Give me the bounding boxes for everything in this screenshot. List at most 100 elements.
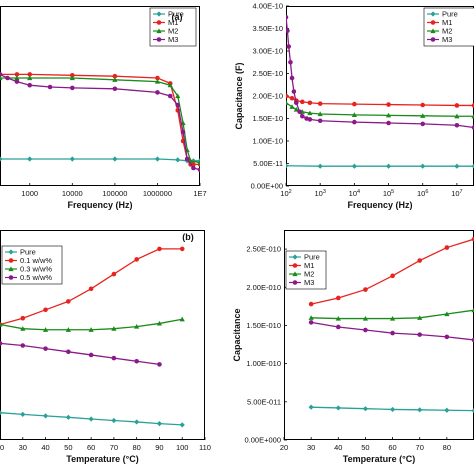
data-point-pure xyxy=(385,163,392,169)
data-point-pure xyxy=(444,407,450,413)
x-tick-label: 30 xyxy=(307,443,315,452)
data-point-pure xyxy=(27,156,33,162)
series-layer xyxy=(308,236,474,414)
data-point-m2 xyxy=(385,112,392,118)
data-point-0-5-w-w xyxy=(43,346,48,351)
data-point-m2 xyxy=(27,75,33,81)
panel-label: (b) xyxy=(182,232,194,242)
data-point-pure xyxy=(389,406,396,413)
legend-entry-pure: Pure xyxy=(20,248,36,257)
x-tick-label: 70 xyxy=(416,443,424,452)
data-point-m3 xyxy=(308,320,314,325)
data-point-m3 xyxy=(197,167,200,173)
data-point-m1 xyxy=(112,73,118,79)
data-point-0-5-w-w xyxy=(66,349,71,355)
data-point-m3 xyxy=(191,165,196,171)
data-point-m3 xyxy=(5,75,10,81)
legend-marker-0-1-w-w xyxy=(8,258,14,263)
data-point-m1 xyxy=(308,301,314,307)
data-point-m3 xyxy=(293,100,299,106)
data-point-m3 xyxy=(471,125,474,130)
x-tick-label: 40 xyxy=(41,443,49,452)
legend-marker-m1 xyxy=(430,20,436,25)
y-tick-label: 2.50E-010 xyxy=(246,245,281,254)
data-point-m2 xyxy=(471,307,474,313)
data-point-pure xyxy=(362,406,369,412)
data-point-0-5-w-w xyxy=(20,343,26,348)
data-point-0-5-w-w xyxy=(134,358,139,364)
y-tick-label: 1.50E-010 xyxy=(246,321,281,330)
data-point-pure xyxy=(317,163,323,169)
x-tick-label: 20 xyxy=(0,443,4,452)
data-point-0-3-w-w xyxy=(42,327,49,332)
data-point-m3 xyxy=(454,122,460,128)
data-point-0-5-w-w xyxy=(88,352,94,358)
data-point-m2 xyxy=(154,79,161,84)
data-point-0-3-w-w xyxy=(65,327,71,332)
data-point-m2 xyxy=(471,113,474,119)
data-point-m2 xyxy=(0,75,3,81)
data-point-m3 xyxy=(155,90,160,95)
x-tick-label: 1000000 xyxy=(143,189,172,198)
data-point-m1 xyxy=(471,103,474,108)
data-point-0-3-w-w xyxy=(156,320,163,326)
data-point-pure xyxy=(0,410,3,416)
data-point-m2 xyxy=(307,110,313,116)
data-point-pure xyxy=(471,408,474,414)
data-point-pure xyxy=(335,405,341,411)
legend-entry-0-5-w-w: 0.5 w/w% xyxy=(20,273,52,282)
data-point-pure xyxy=(20,411,26,417)
data-point-m3 xyxy=(289,75,295,81)
data-point-0-3-w-w xyxy=(134,324,140,329)
data-point-pure xyxy=(179,422,185,428)
data-point-m1 xyxy=(417,258,423,263)
data-point-m2 xyxy=(362,315,369,321)
y-tick-label: 1.00E-010 xyxy=(246,359,281,368)
data-point-m1 xyxy=(289,95,295,101)
series-layer xyxy=(0,72,200,173)
data-point-pure xyxy=(156,421,163,427)
data-point-m3 xyxy=(288,59,293,65)
x-tick-label: 50 xyxy=(361,443,369,452)
data-point-m3 xyxy=(420,121,426,127)
data-point-pure xyxy=(351,163,357,169)
series-line-m1 xyxy=(286,95,474,107)
series-line-m2 xyxy=(0,77,200,164)
y-axis-label: Capacitance (F) xyxy=(234,62,244,129)
data-point-pure xyxy=(471,163,474,169)
data-point-m1 xyxy=(363,287,368,292)
x-tick-label: 90 xyxy=(155,443,163,452)
data-point-m3 xyxy=(390,330,395,336)
data-point-m3 xyxy=(286,44,292,49)
chart-panel-br: 20 30 40 50 60 70 80 0.00E+000 5.00E-011 1.00E-01… xyxy=(232,230,474,464)
data-point-m1 xyxy=(300,99,305,105)
data-point-m1 xyxy=(70,73,75,78)
data-point-m1 xyxy=(454,103,460,108)
x-tick-label: 100000 xyxy=(102,189,127,198)
data-point-m3 xyxy=(180,129,186,135)
data-point-0-5-w-w xyxy=(0,341,3,346)
legend-marker-0-5-w-w xyxy=(8,275,14,280)
series-line-m3 xyxy=(0,73,200,171)
x-tick-label: 20 xyxy=(280,443,288,452)
legend-marker-m2 xyxy=(430,28,436,34)
data-point-0-5-w-w xyxy=(111,355,117,361)
chart-panel-bl: 20 30 40 50 60 70 80 90 100 110 Temperature (°C) Pu… xyxy=(0,230,211,464)
data-point-m3 xyxy=(286,28,290,34)
data-point-m1 xyxy=(352,101,357,107)
data-point-pure xyxy=(417,407,423,413)
x-axis-label: Frequency (Hz) xyxy=(67,200,132,210)
x-axis-label: Temperature (°C) xyxy=(66,454,138,464)
data-point-m3 xyxy=(175,102,181,108)
y-tick-label: 0.00E+00 xyxy=(251,182,283,191)
data-point-m1 xyxy=(14,72,20,77)
data-point-m3 xyxy=(335,324,341,330)
data-point-m2 xyxy=(417,315,423,320)
data-point-m1 xyxy=(317,101,323,106)
data-point-m1 xyxy=(335,295,341,301)
data-point-m3 xyxy=(386,120,391,126)
x-tick-label: 104 xyxy=(349,189,360,198)
